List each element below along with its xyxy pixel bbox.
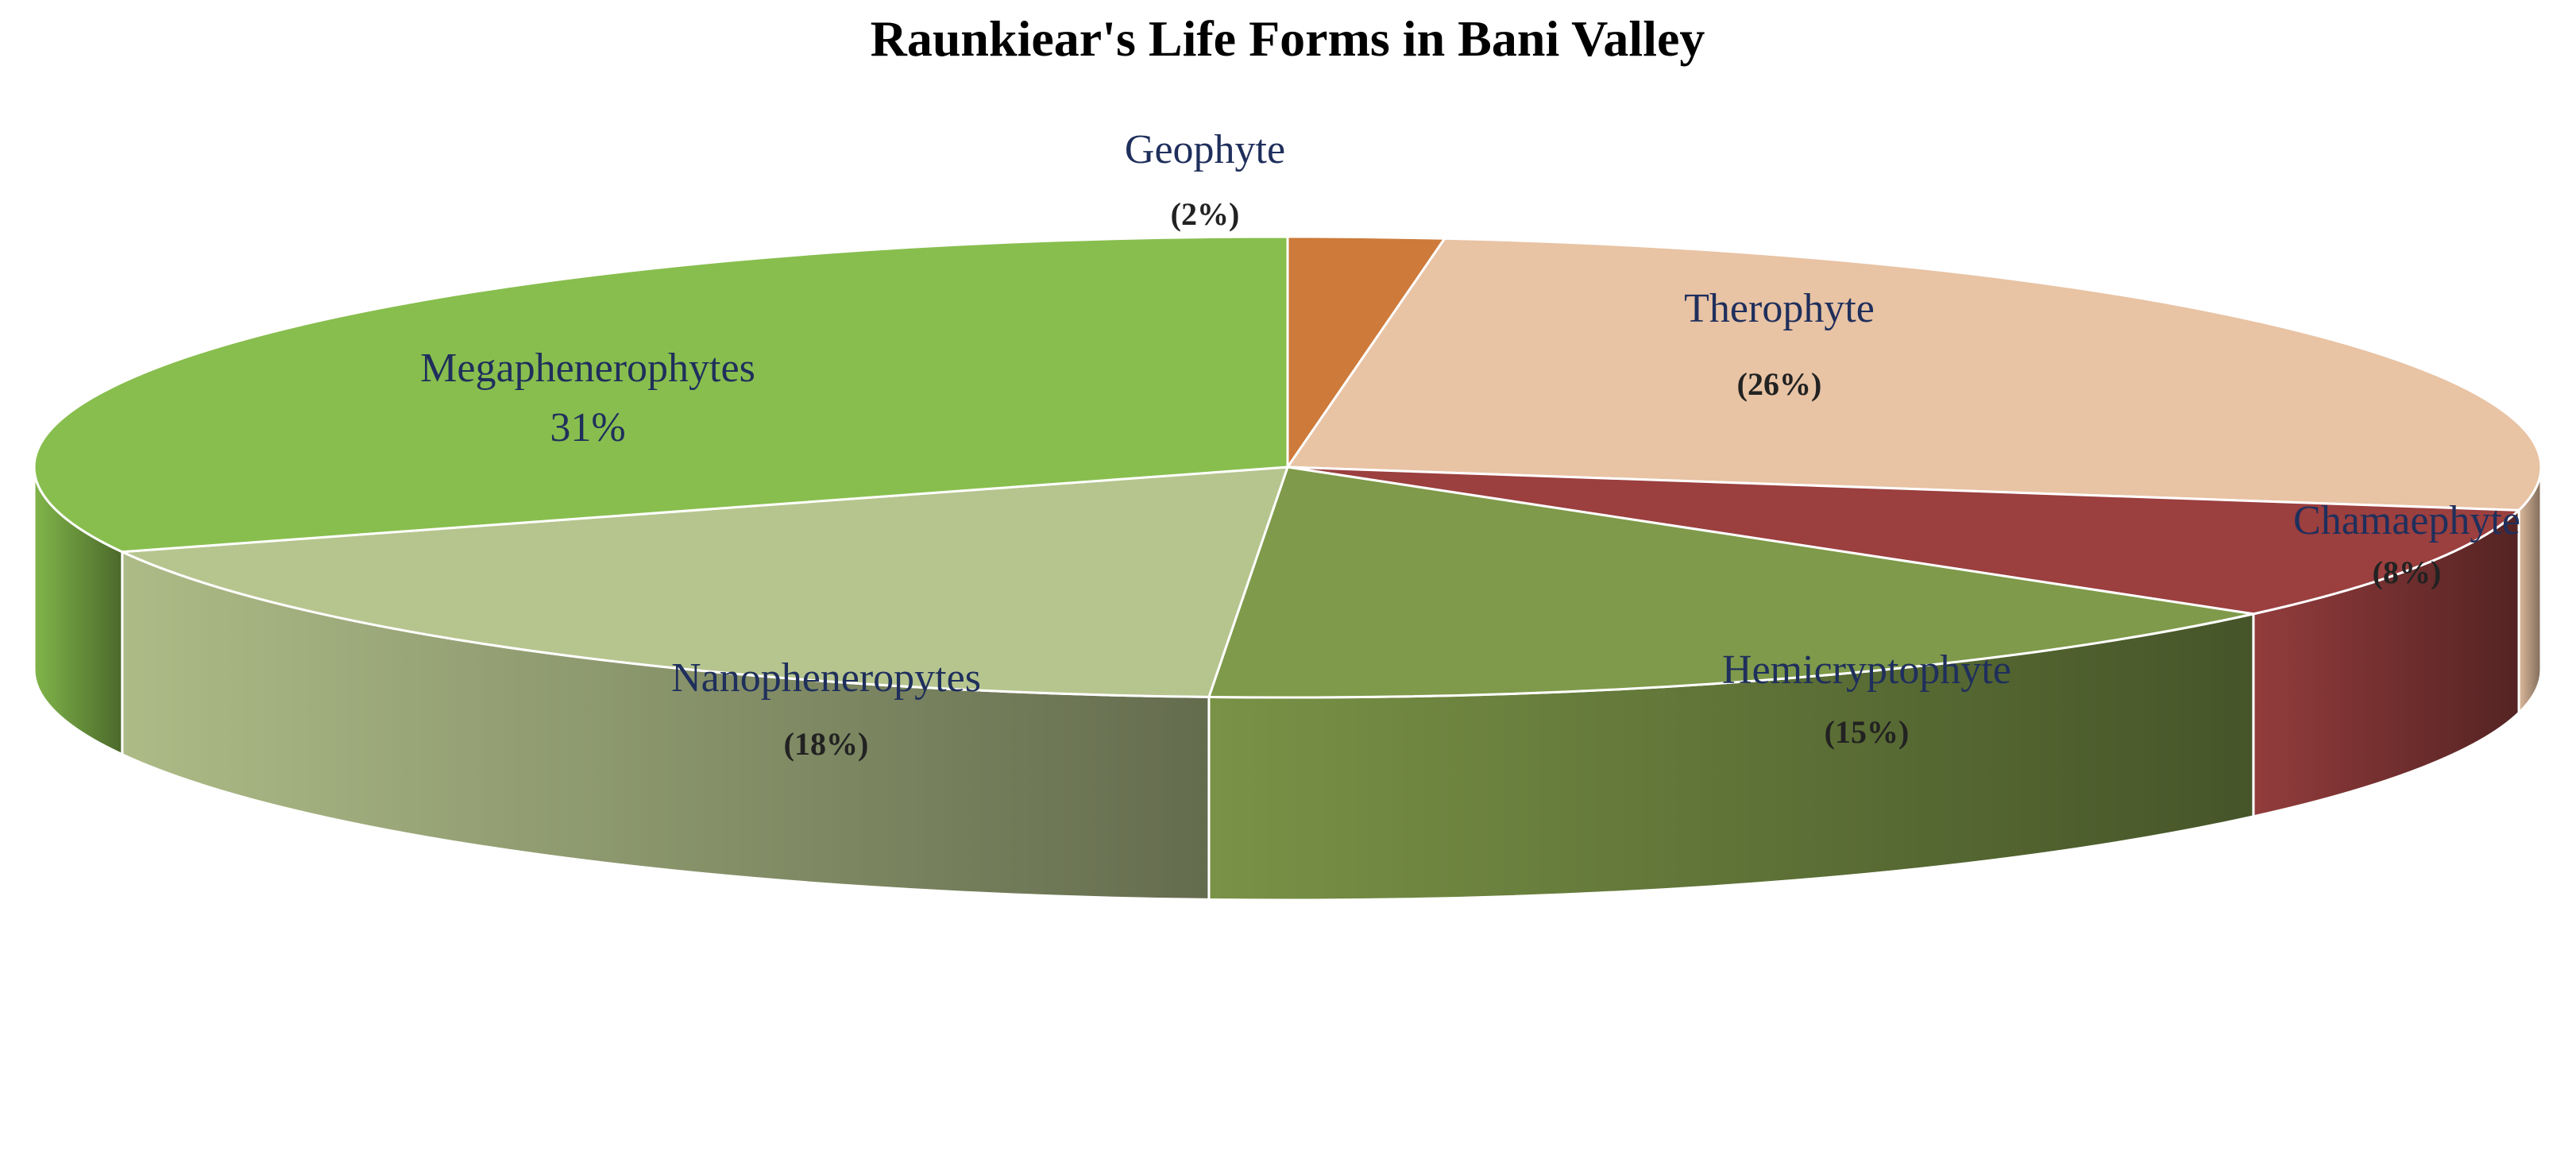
slice-value-therophyte: (26%) xyxy=(1737,366,1822,402)
slice-value-geophyte: (2%) xyxy=(1171,196,1240,232)
slice-label-chamaephyte: Chamaephyte xyxy=(2293,498,2520,543)
pie-slice-chamaephyte xyxy=(1286,465,2520,616)
slice-label-megaphenerophytes: Megaphenerophytes xyxy=(420,346,755,391)
pie-slice-nanopheneropytes xyxy=(121,465,1289,698)
slice-value-nanopheneropytes: (18%) xyxy=(784,726,869,762)
slice-value-megaphenerophytes: 31% xyxy=(550,405,625,450)
chart-title: Raunkiear's Life Forms in Bani Valley xyxy=(871,10,1705,67)
pie-sides xyxy=(33,466,2543,902)
slice-label-therophyte: Therophyte xyxy=(1684,286,1875,331)
slice-value-chamaephyte: (8%) xyxy=(2373,554,2442,590)
slice-labels: Geophyte (2%) Therophyte (26%) Chamaephyte (8… xyxy=(420,127,2520,762)
slice-label-hemicryptophyte: Hemicryptophyte xyxy=(1722,647,2011,693)
slice-value-hemicryptophyte: (15%) xyxy=(1825,714,1910,750)
pie-slice-therophyte xyxy=(1286,237,2543,512)
slice-label-nanopheneropytes: Nanopheneropytes xyxy=(671,655,981,701)
pie-slice-megaphenerophytes xyxy=(33,235,1289,554)
pie-slice-hemicryptophyte xyxy=(1207,465,2255,699)
pie-top-slices xyxy=(33,235,2543,699)
slice-label-geophyte: Geophyte xyxy=(1125,127,1285,172)
